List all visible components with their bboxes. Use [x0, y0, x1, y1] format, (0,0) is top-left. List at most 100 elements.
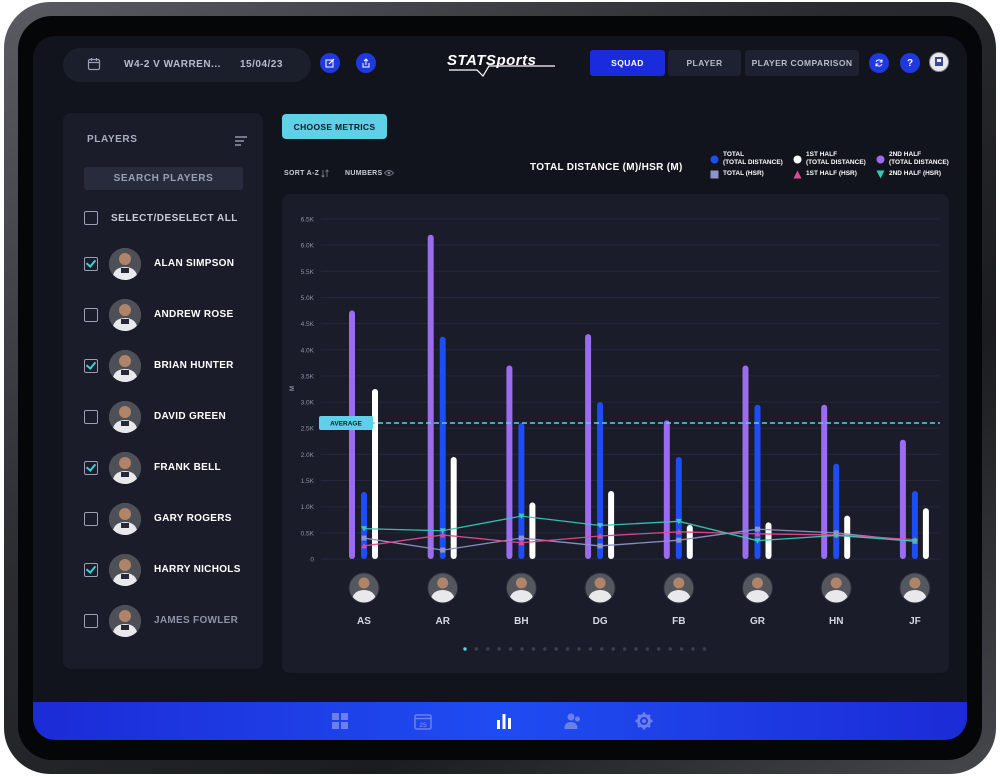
pagination-dot[interactable]: [634, 647, 638, 651]
tab-squad[interactable]: SQUAD: [590, 50, 665, 76]
legend-marker: [710, 170, 719, 179]
calendar-icon[interactable]: 25: [414, 712, 432, 730]
pagination-dot[interactable]: [691, 647, 695, 651]
sort-label[interactable]: SORT A-Z: [284, 170, 320, 177]
pagination-dot[interactable]: [577, 647, 581, 651]
pagination-dot[interactable]: [679, 647, 684, 651]
player-row[interactable]: JAMES FOWLER: [63, 601, 263, 641]
tab-player[interactable]: PLAYER: [668, 50, 741, 76]
match-date: 15/04/23: [240, 59, 283, 70]
category-avatar[interactable]: [742, 572, 773, 604]
pagination-dot[interactable]: [520, 647, 524, 651]
category-avatar[interactable]: [899, 572, 931, 604]
category-avatar[interactable]: [820, 572, 852, 604]
bar: [844, 515, 851, 559]
hsr-point: [676, 537, 682, 543]
player-row[interactable]: DAVID GREEN: [63, 397, 263, 437]
refresh-button[interactable]: [869, 53, 889, 73]
pagination-dot[interactable]: [554, 647, 558, 651]
settings-icon[interactable]: [635, 712, 653, 730]
y-tick-label: 3.5K: [301, 373, 315, 380]
player-checkbox[interactable]: [84, 512, 98, 526]
tab-player-comparison[interactable]: PLAYER COMPARISON: [745, 50, 859, 76]
player-checkbox[interactable]: [84, 461, 98, 475]
legend-label: 2ND HALF (TOTAL DISTANCE): [889, 151, 949, 167]
y-tick-label: 0.5K: [301, 530, 315, 537]
users-icon[interactable]: [564, 712, 582, 730]
bar-chart-icon[interactable]: [495, 712, 513, 730]
hsr-point: [440, 547, 446, 553]
pagination-dot[interactable]: [611, 647, 615, 651]
player-checkbox[interactable]: [84, 563, 98, 577]
pagination-dot[interactable]: [565, 647, 570, 651]
numbers-label[interactable]: NUMBERS: [345, 170, 383, 177]
club-crest-avatar[interactable]: [929, 52, 949, 72]
player-row[interactable]: GARY ROGERS: [63, 499, 263, 539]
pagination-dot[interactable]: [543, 647, 547, 651]
pagination-dot[interactable]: [668, 647, 672, 651]
pagination-dot[interactable]: [702, 647, 707, 651]
player-avatar: [109, 452, 141, 484]
player-checkbox[interactable]: [84, 257, 98, 271]
category-avatar[interactable]: [584, 572, 616, 604]
players-panel: PLAYERS SEARCH PLAYERS SELECT/DESELECT A…: [63, 113, 263, 669]
player-row[interactable]: FRANK BELL: [63, 448, 263, 488]
x-category-label: AR: [435, 616, 450, 627]
category-avatar[interactable]: [348, 572, 380, 604]
player-photo: [109, 248, 141, 280]
player-row[interactable]: ANDREW ROSE: [63, 295, 263, 335]
category-avatar[interactable]: [663, 572, 695, 604]
pagination-dot[interactable]: [588, 647, 593, 651]
pagination-dot[interactable]: [463, 647, 467, 651]
player-name: FRANK BELL: [154, 462, 221, 473]
bar: [686, 525, 693, 559]
category-avatar[interactable]: [427, 572, 459, 604]
hsr-point: [518, 539, 525, 546]
match-selector[interactable]: W4-2 V WARREN... 15/04/23: [63, 48, 311, 82]
player-row[interactable]: HARRY NICHOLS: [63, 550, 263, 590]
player-row[interactable]: BRIAN HUNTER: [63, 346, 263, 386]
select-all-checkbox[interactable]: [84, 211, 98, 225]
player-row[interactable]: ALAN SIMPSON: [63, 244, 263, 284]
eye-icon[interactable]: [384, 169, 394, 177]
pagination-dot[interactable]: [622, 647, 627, 651]
x-category-label: BH: [514, 616, 528, 627]
legend-label: 2ND HALF (HSR): [889, 170, 941, 178]
pagination-dot[interactable]: [657, 647, 661, 651]
player-checkbox[interactable]: [84, 410, 98, 424]
bar: [675, 457, 682, 559]
player-name: BRIAN HUNTER: [154, 360, 234, 371]
sort-icon[interactable]: [321, 169, 329, 178]
legend-label: 1ST HALF (HSR): [806, 170, 857, 178]
pagination-dot[interactable]: [645, 647, 650, 651]
upload-icon: [362, 58, 370, 68]
pagination-dot[interactable]: [600, 647, 604, 651]
chart-card: 0 0.5K 1.0K 1.5K 2.0K 2.5K 3.0K 3.5K 4.0K 4.5K 5.0…: [282, 194, 949, 673]
pagination-dot[interactable]: [486, 647, 490, 651]
hsr-point: [518, 535, 524, 541]
legend-label-main: 1ST HALF (HSR): [806, 170, 857, 177]
player-checkbox[interactable]: [84, 308, 98, 322]
player-checkbox[interactable]: [84, 359, 98, 373]
average-label: AVERAGE: [330, 421, 362, 428]
pagination-dot[interactable]: [474, 647, 479, 651]
refresh-icon: [875, 59, 883, 67]
pagination-dot[interactable]: [497, 647, 501, 651]
legend-marker: [793, 170, 802, 179]
search-players-input[interactable]: SEARCH PLAYERS: [84, 167, 243, 190]
bar: [427, 234, 434, 559]
pagination-dot[interactable]: [531, 647, 536, 651]
choose-metrics-button[interactable]: CHOOSE METRICS: [282, 114, 387, 139]
category-avatar[interactable]: [505, 572, 537, 604]
share-button[interactable]: [356, 53, 376, 73]
help-button[interactable]: ?: [900, 53, 920, 73]
filter-icon[interactable]: [235, 136, 247, 146]
hsr-point: [755, 526, 760, 532]
edit-button[interactable]: [320, 53, 340, 73]
player-checkbox[interactable]: [84, 614, 98, 628]
player-avatar: [109, 554, 141, 586]
player-photo: [109, 401, 141, 433]
dashboard-icon[interactable]: [331, 712, 349, 730]
bottom-nav: 25: [33, 702, 967, 740]
pagination-dot[interactable]: [508, 647, 513, 651]
